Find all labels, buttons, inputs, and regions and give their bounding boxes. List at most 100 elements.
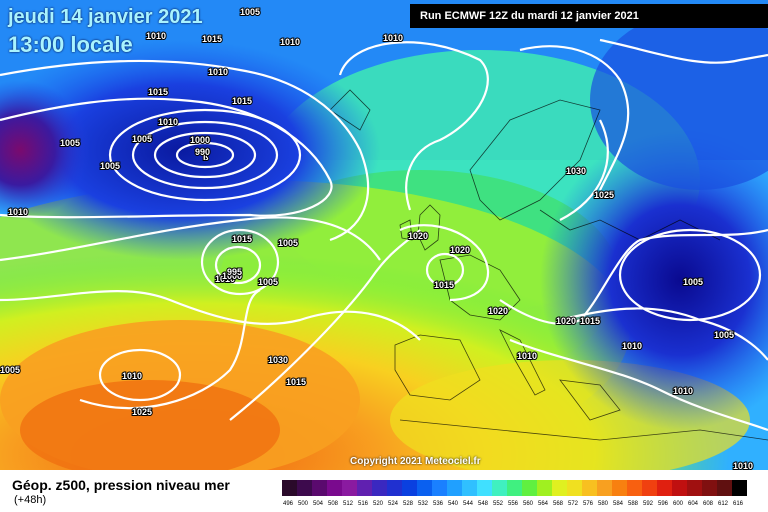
isobar-label: 995 <box>227 267 242 277</box>
isobar-label: 1010 <box>146 31 166 41</box>
forecast-date: jeudi 14 janvier 2021 <box>8 6 203 28</box>
scale-tick-label: 580 <box>598 501 609 507</box>
scale-tick-label: 572 <box>568 501 579 507</box>
isobar-label: 1015 <box>232 96 252 106</box>
color-swatch <box>552 480 567 496</box>
isobar-label: 1005 <box>714 330 734 340</box>
color-swatch <box>327 480 342 496</box>
copyright: Copyright 2021 Meteociel.fr <box>350 456 481 467</box>
scale-tick-label: 596 <box>658 501 669 507</box>
scale-tick-label: 600 <box>673 501 684 507</box>
color-swatch <box>567 480 582 496</box>
scale-tick-label: 608 <box>703 501 714 507</box>
color-swatch <box>702 480 717 496</box>
scale-tick-label: 564 <box>538 501 549 507</box>
color-swatch <box>372 480 387 496</box>
isobar-label: 1015 <box>232 234 252 244</box>
color-scale: 496 500 504 508 512 516 520 524 528 532 536 540 544 5… <box>282 480 747 507</box>
color-swatch <box>687 480 702 496</box>
color-swatch <box>522 480 537 496</box>
weather-map: ß 1005 1015 1010 1010 1015 1015 1010 1005 1005 10… <box>0 0 768 470</box>
scale-tick-label: 524 <box>388 501 399 507</box>
isobar-1015-low <box>425 252 465 288</box>
color-swatch <box>387 480 402 496</box>
isobar-label: 1010 <box>622 341 642 351</box>
isobar-label: 1020 <box>556 316 576 326</box>
isobar-label: 1005 <box>258 277 278 287</box>
low-pressure-center-icon: ß <box>203 152 209 162</box>
coastlines <box>329 89 768 441</box>
isobar-995-cutoff <box>214 245 262 285</box>
eastern-low-zone <box>540 130 768 430</box>
color-swatch <box>477 480 492 496</box>
scale-tick-label: 500 <box>298 501 309 507</box>
color-swatch <box>627 480 642 496</box>
legend-title: Géop. z500, pression niveau mer <box>12 477 230 493</box>
run-info: Run ECMWF 12Z du mardi 12 janvier 2021 <box>410 4 768 28</box>
isobar-label: 1020 <box>488 306 508 316</box>
isobar-1005-east <box>618 228 762 322</box>
scale-tick-label: 604 <box>688 501 699 507</box>
isobar-label: 1010 <box>280 37 300 47</box>
color-swatch <box>402 480 417 496</box>
scale-tick-label: 536 <box>433 501 444 507</box>
isobar-label: 1010 <box>733 461 753 470</box>
isobar-label: 1005 <box>0 365 20 375</box>
color-swatch <box>492 480 507 496</box>
isobar-label: 1005 <box>60 138 80 148</box>
isobars <box>0 8 768 432</box>
isobar-label: 1010 <box>517 351 537 361</box>
isobar-label: 1000 <box>190 135 210 145</box>
scale-tick-label: 540 <box>448 501 459 507</box>
isobar-label: 1015 <box>286 377 306 387</box>
scale-tick-label: 616 <box>733 501 744 507</box>
scale-tick-label: 552 <box>493 501 504 507</box>
isobar-label: 1005 <box>100 161 120 171</box>
color-swatch <box>642 480 657 496</box>
color-swatch <box>717 480 732 496</box>
scale-tick-label: 576 <box>583 501 594 507</box>
color-swatch <box>297 480 312 496</box>
isobar-label: 1010 <box>208 67 228 77</box>
legend-subtitle: (+48h) <box>14 494 47 506</box>
isobar-1005-south <box>98 348 182 402</box>
isobar-label: 1015 <box>148 87 168 97</box>
isobar-label: 1025 <box>594 190 614 200</box>
isobar-label: 1030 <box>268 355 288 365</box>
isobar-label: 1000 <box>222 271 242 281</box>
color-swatch <box>672 480 687 496</box>
isobar-1005-atlantic <box>108 108 302 202</box>
isobar-label: 1005 <box>683 277 703 287</box>
isobar-label: 1010 <box>215 274 235 284</box>
atlantic-low-zone <box>0 40 380 260</box>
isobar-label: 990 <box>195 147 210 157</box>
color-swatch <box>432 480 447 496</box>
color-swatch <box>582 480 597 496</box>
scale-tick-label: 560 <box>523 501 534 507</box>
isobar-label: 1020 <box>408 231 428 241</box>
isobar-label: 1010 <box>158 117 178 127</box>
color-swatch <box>732 480 747 496</box>
scale-tick-label: 612 <box>718 501 729 507</box>
scale-tick-label: 528 <box>403 501 414 507</box>
color-swatch <box>507 480 522 496</box>
scale-tick-label: 568 <box>553 501 564 507</box>
isobar-label: 1015 <box>202 34 222 44</box>
scale-tick-label: 520 <box>373 501 384 507</box>
isobar-label: 1010 <box>122 371 142 381</box>
scale-tick-label: 532 <box>418 501 429 507</box>
scale-tick-label: 504 <box>313 501 324 507</box>
scale-tick-label: 592 <box>643 501 654 507</box>
scale-tick-label: 588 <box>628 501 639 507</box>
scale-tick-label: 544 <box>463 501 474 507</box>
isobar-label: 1015 <box>434 280 454 290</box>
isobar-label: 1010 <box>383 33 403 43</box>
isobar-995 <box>153 131 257 179</box>
isobar-label: 1015 <box>580 316 600 326</box>
color-swatch <box>417 480 432 496</box>
color-swatch <box>312 480 327 496</box>
isobar-label: 1020 <box>450 245 470 255</box>
color-swatch <box>612 480 627 496</box>
color-swatch <box>282 480 297 496</box>
color-swatch <box>447 480 462 496</box>
